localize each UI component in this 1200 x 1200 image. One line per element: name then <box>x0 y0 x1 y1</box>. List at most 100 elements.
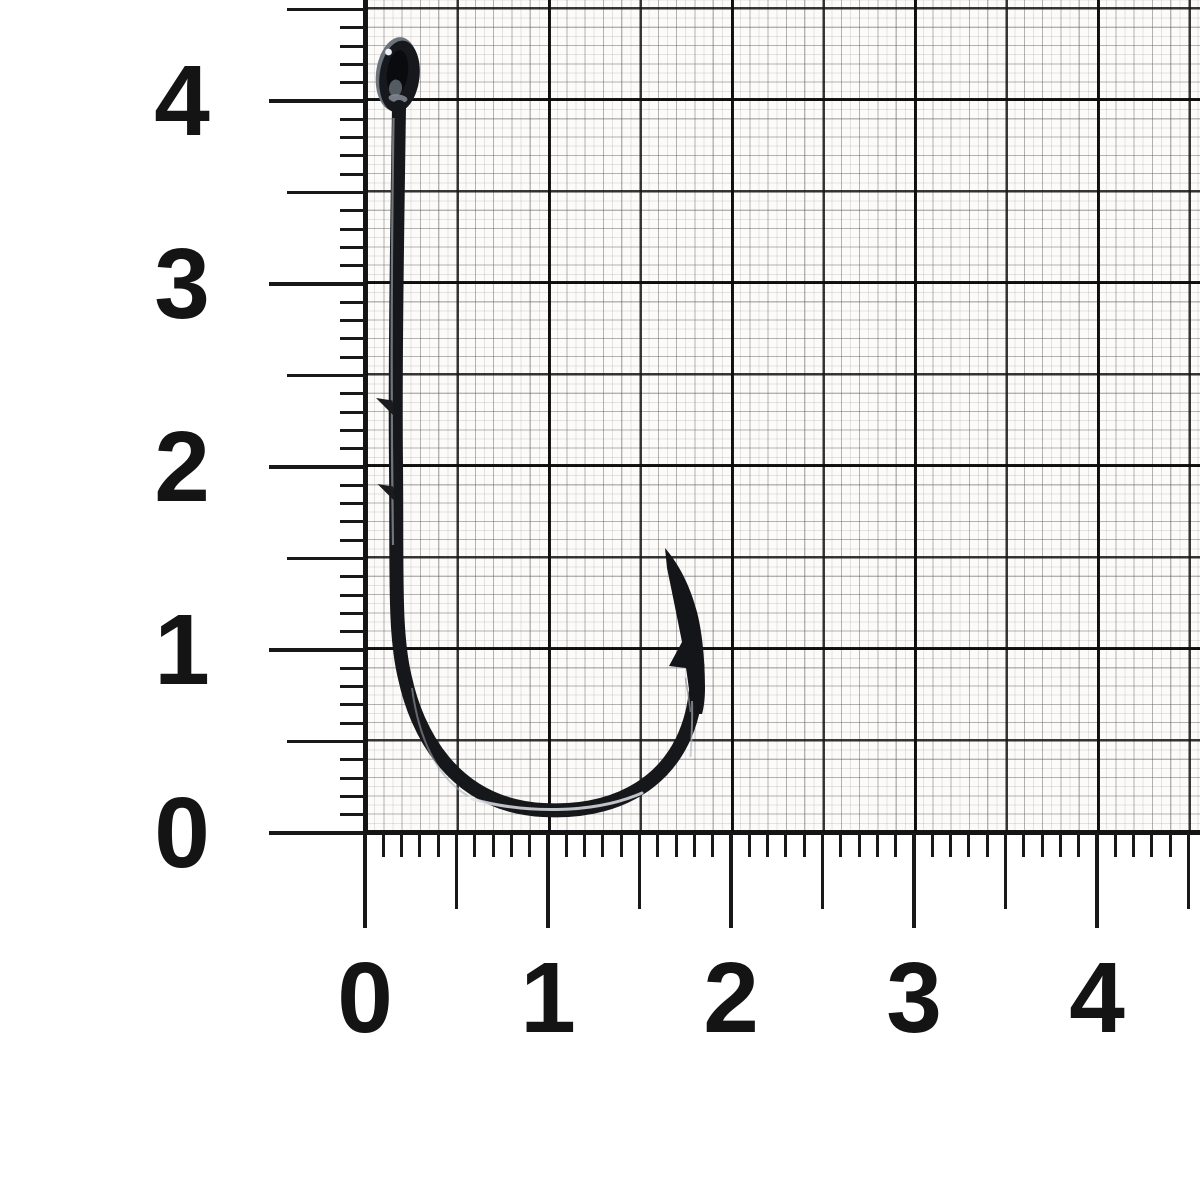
y-tick-minor <box>340 593 365 597</box>
y-tick-half <box>287 8 365 11</box>
millimeter-grid <box>365 0 1200 833</box>
x-tick-minor <box>784 833 788 857</box>
y-tick-minor <box>340 502 365 506</box>
x-tick-integer <box>1095 833 1099 928</box>
x-tick-half <box>455 833 458 909</box>
y-tick-minor <box>340 428 365 432</box>
x-tick-minor <box>711 833 715 857</box>
x-tick-integer <box>912 833 916 928</box>
hook-eye-hole-sheen <box>388 79 403 97</box>
x-tick-minor <box>473 833 477 857</box>
x-tick-minor <box>418 833 422 857</box>
x-axis-label-4: 4 <box>1069 942 1125 1054</box>
y-axis-label-1: 1 <box>154 594 210 706</box>
x-tick-minor <box>381 833 385 857</box>
x-tick-minor <box>601 833 605 857</box>
hook-shank-highlight <box>390 117 395 546</box>
y-tick-minor <box>340 26 365 30</box>
y-tick-half <box>287 557 365 560</box>
x-tick-minor <box>400 833 404 857</box>
y-tick-minor <box>340 721 365 725</box>
x-tick-integer <box>729 833 733 928</box>
y-tick-half <box>287 191 365 194</box>
y-axis-line <box>363 0 367 928</box>
y-tick-minor <box>340 136 365 140</box>
x-tick-minor <box>766 833 770 857</box>
y-tick-minor <box>340 611 365 615</box>
x-axis-label-0: 0 <box>337 942 393 1054</box>
hook-eye-specular <box>385 48 392 56</box>
y-tick-minor <box>340 154 365 158</box>
x-tick-minor <box>930 833 934 857</box>
x-tick-minor <box>692 833 696 857</box>
x-tick-minor <box>949 833 953 857</box>
y-tick-minor <box>340 245 365 249</box>
y-tick-integer <box>269 465 365 469</box>
y-tick-integer <box>269 648 365 652</box>
y-tick-integer <box>269 282 365 286</box>
y-tick-minor <box>340 685 365 689</box>
y-tick-integer <box>269 831 365 835</box>
y-tick-minor <box>340 538 365 542</box>
y-tick-minor <box>340 575 365 579</box>
x-tick-minor <box>1077 833 1081 857</box>
y-tick-minor <box>340 172 365 176</box>
hook-point-edge-highlight <box>684 677 692 713</box>
y-tick-minor <box>340 392 365 396</box>
x-tick-half <box>1004 833 1007 909</box>
y-axis-label-4: 4 <box>154 45 210 157</box>
x-tick-minor <box>747 833 751 857</box>
y-tick-minor <box>340 483 365 487</box>
x-tick-minor <box>875 833 879 857</box>
x-tick-minor <box>656 833 660 857</box>
hook-bend-bottom-highlight <box>470 791 644 811</box>
x-tick-half <box>638 833 641 909</box>
y-tick-minor <box>340 630 365 634</box>
y-tick-minor <box>340 117 365 121</box>
y-tick-minor <box>340 319 365 323</box>
hook-eye-neck-sheen <box>388 94 408 103</box>
x-tick-minor <box>857 833 861 857</box>
y-tick-minor <box>340 410 365 414</box>
hook-shank-barb-lower <box>377 484 396 502</box>
x-tick-minor <box>436 833 440 857</box>
x-tick-minor <box>967 833 971 857</box>
x-tick-minor <box>839 833 843 857</box>
x-tick-minor <box>1040 833 1044 857</box>
y-tick-minor <box>340 666 365 670</box>
x-tick-minor <box>802 833 806 857</box>
hook-wire <box>388 100 705 818</box>
y-tick-minor <box>340 44 365 48</box>
y-tick-minor <box>340 813 365 817</box>
x-tick-minor <box>564 833 568 857</box>
y-tick-minor <box>340 81 365 85</box>
y-axis-label-3: 3 <box>154 228 210 340</box>
x-tick-minor <box>1132 833 1136 857</box>
y-tick-minor <box>340 337 365 341</box>
x-tick-half <box>1187 833 1190 909</box>
x-tick-minor <box>1022 833 1026 857</box>
hook-bend-left-highlight <box>411 687 469 797</box>
x-tick-minor <box>619 833 623 857</box>
y-tick-minor <box>340 758 365 762</box>
x-tick-integer <box>363 833 367 928</box>
y-tick-minor <box>340 300 365 304</box>
y-tick-half <box>287 740 365 743</box>
x-axis-label-2: 2 <box>703 942 759 1054</box>
x-tick-minor <box>583 833 587 857</box>
y-axis-label-0: 0 <box>154 777 210 889</box>
x-tick-minor <box>528 833 532 857</box>
x-tick-minor <box>1168 833 1172 857</box>
y-tick-minor <box>340 447 365 451</box>
hook-right-limb-highlight <box>689 700 694 758</box>
x-tick-minor <box>985 833 989 857</box>
y-tick-integer <box>269 99 365 103</box>
hook-point <box>665 548 705 714</box>
y-tick-minor <box>340 520 365 524</box>
x-axis-line <box>270 831 1200 835</box>
y-tick-minor <box>340 227 365 231</box>
x-tick-minor <box>509 833 513 857</box>
y-tick-half <box>287 374 365 377</box>
